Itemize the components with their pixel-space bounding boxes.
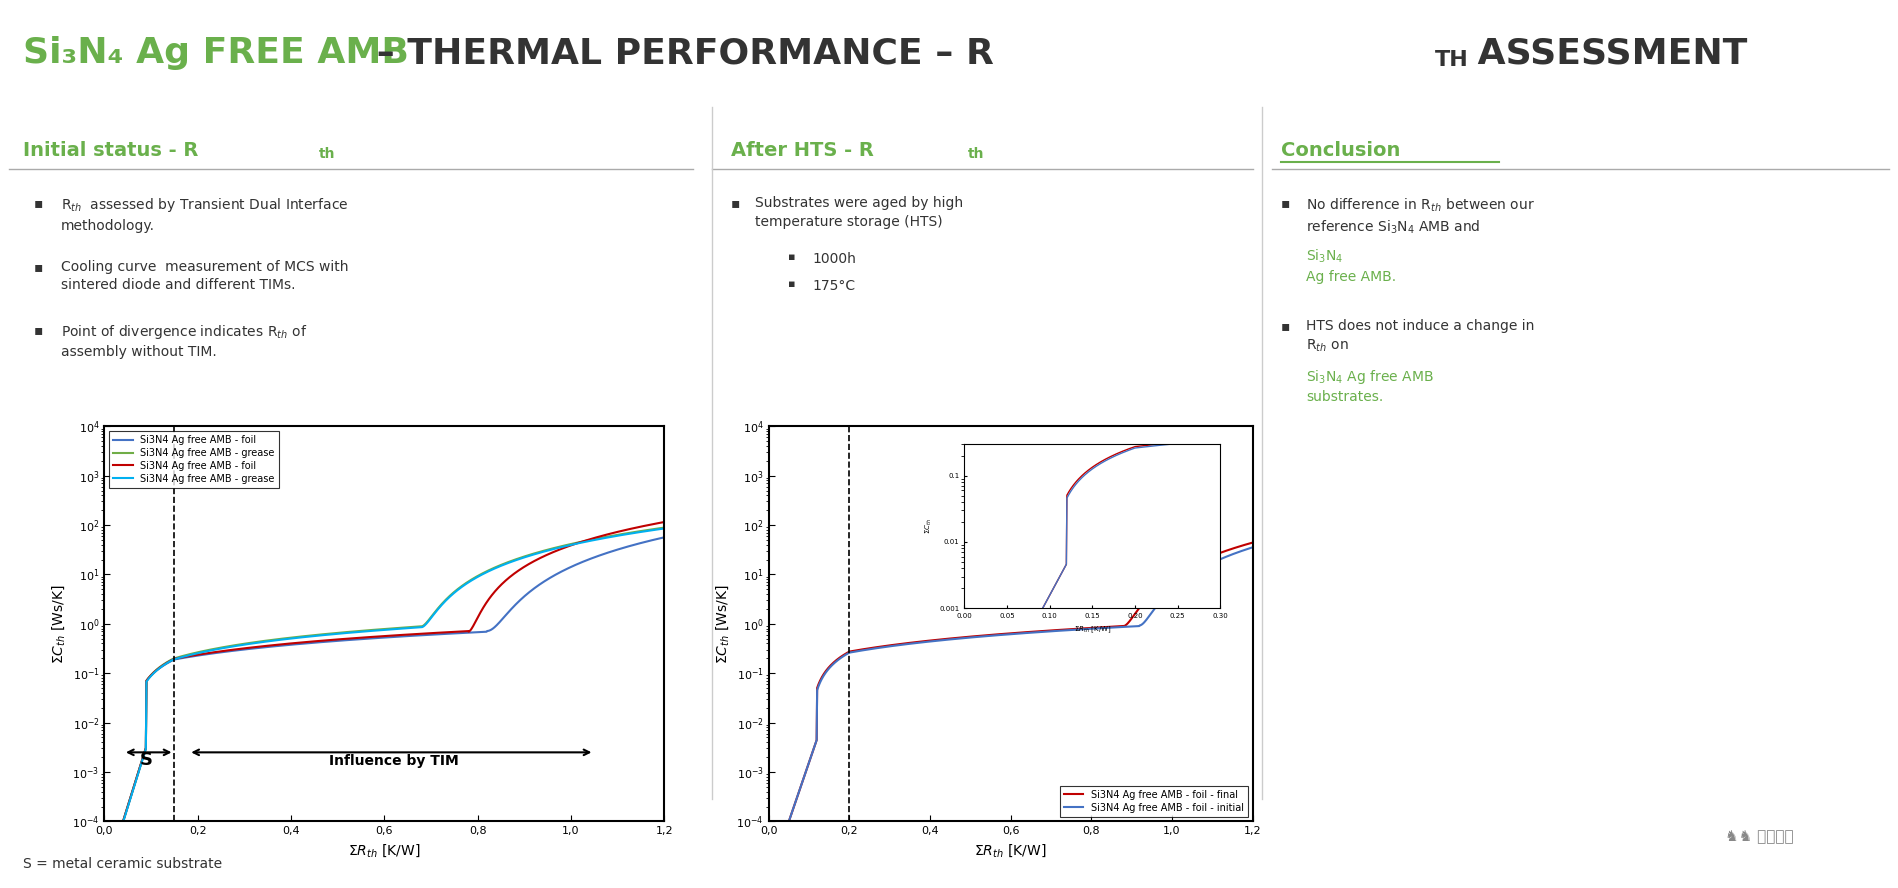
Text: ▪: ▪ bbox=[788, 252, 795, 262]
X-axis label: $\Sigma R_{th}$ [K/W]: $\Sigma R_{th}$ [K/W] bbox=[347, 842, 421, 859]
Text: Point of divergence indicates R$_{th}$ of
assembly without TIM.: Point of divergence indicates R$_{th}$ o… bbox=[61, 323, 307, 360]
Text: Initial status - R: Initial status - R bbox=[23, 141, 197, 160]
Text: Si₃N₄ Ag FREE AMB: Si₃N₄ Ag FREE AMB bbox=[23, 36, 408, 70]
Text: ▪: ▪ bbox=[34, 323, 44, 337]
Text: th: th bbox=[968, 147, 985, 161]
Text: R$_{th}$  assessed by Transient Dual Interface
methodology.: R$_{th}$ assessed by Transient Dual Inte… bbox=[61, 196, 347, 233]
Text: Influence by TIM: Influence by TIM bbox=[328, 754, 459, 768]
Text: ♞♞ 芸能智芯: ♞♞ 芸能智芯 bbox=[1725, 829, 1794, 844]
Legend: Si3N4 Ag free AMB - foil, Si3N4 Ag free AMB - grease, Si3N4 Ag free AMB - foil, : Si3N4 Ag free AMB - foil, Si3N4 Ag free … bbox=[110, 431, 279, 488]
X-axis label: $\Sigma R_{th}$ [K/W]: $\Sigma R_{th}$ [K/W] bbox=[974, 842, 1048, 859]
Legend: Si3N4 Ag free AMB - foil - final, Si3N4 Ag free AMB - foil - initial: Si3N4 Ag free AMB - foil - final, Si3N4 … bbox=[1059, 786, 1247, 817]
Text: ▪: ▪ bbox=[34, 196, 44, 210]
Text: S: S bbox=[140, 750, 154, 769]
Text: Si$_3$N$_4$ Ag free AMB
substrates.: Si$_3$N$_4$ Ag free AMB substrates. bbox=[1306, 368, 1433, 404]
Text: ▪: ▪ bbox=[1281, 319, 1291, 333]
Text: ASSESSMENT: ASSESSMENT bbox=[1465, 36, 1748, 70]
Text: th: th bbox=[319, 147, 336, 161]
Text: – THERMAL PERFORMANCE – R: – THERMAL PERFORMANCE – R bbox=[364, 36, 995, 70]
Text: After HTS - R: After HTS - R bbox=[731, 141, 873, 160]
Text: 1000h: 1000h bbox=[812, 252, 856, 266]
Text: 175°C: 175°C bbox=[812, 280, 856, 293]
Y-axis label: $\Sigma C_{th}$: $\Sigma C_{th}$ bbox=[922, 518, 934, 535]
Text: S = metal ceramic substrate: S = metal ceramic substrate bbox=[23, 857, 222, 870]
Text: ▪: ▪ bbox=[1281, 196, 1291, 210]
Y-axis label: $\Sigma C_{th}$ [Ws/K]: $\Sigma C_{th}$ [Ws/K] bbox=[714, 584, 731, 663]
Text: TH: TH bbox=[1435, 50, 1469, 69]
Text: No difference in R$_{th}$ between our
reference Si$_3$N$_4$ AMB and: No difference in R$_{th}$ between our re… bbox=[1306, 196, 1535, 236]
Text: Cooling curve  measurement of MCS with
sintered diode and different TIMs.: Cooling curve measurement of MCS with si… bbox=[61, 259, 347, 292]
Text: Conclusion: Conclusion bbox=[1281, 141, 1401, 160]
Text: HTS does not induce a change in
R$_{th}$ on: HTS does not induce a change in R$_{th}$… bbox=[1306, 319, 1534, 354]
Text: ▪: ▪ bbox=[34, 259, 44, 274]
X-axis label: $\Sigma R_{th}$ [K/W]: $\Sigma R_{th}$ [K/W] bbox=[1074, 624, 1110, 635]
Text: Substrates were aged by high
temperature storage (HTS): Substrates were aged by high temperature… bbox=[755, 196, 964, 229]
Text: Si$_3$N$_4$
Ag free AMB.: Si$_3$N$_4$ Ag free AMB. bbox=[1306, 248, 1395, 283]
Text: ▪: ▪ bbox=[731, 196, 740, 210]
Y-axis label: $\Sigma C_{th}$ [Ws/K]: $\Sigma C_{th}$ [Ws/K] bbox=[49, 584, 66, 663]
Text: ▪: ▪ bbox=[788, 280, 795, 289]
